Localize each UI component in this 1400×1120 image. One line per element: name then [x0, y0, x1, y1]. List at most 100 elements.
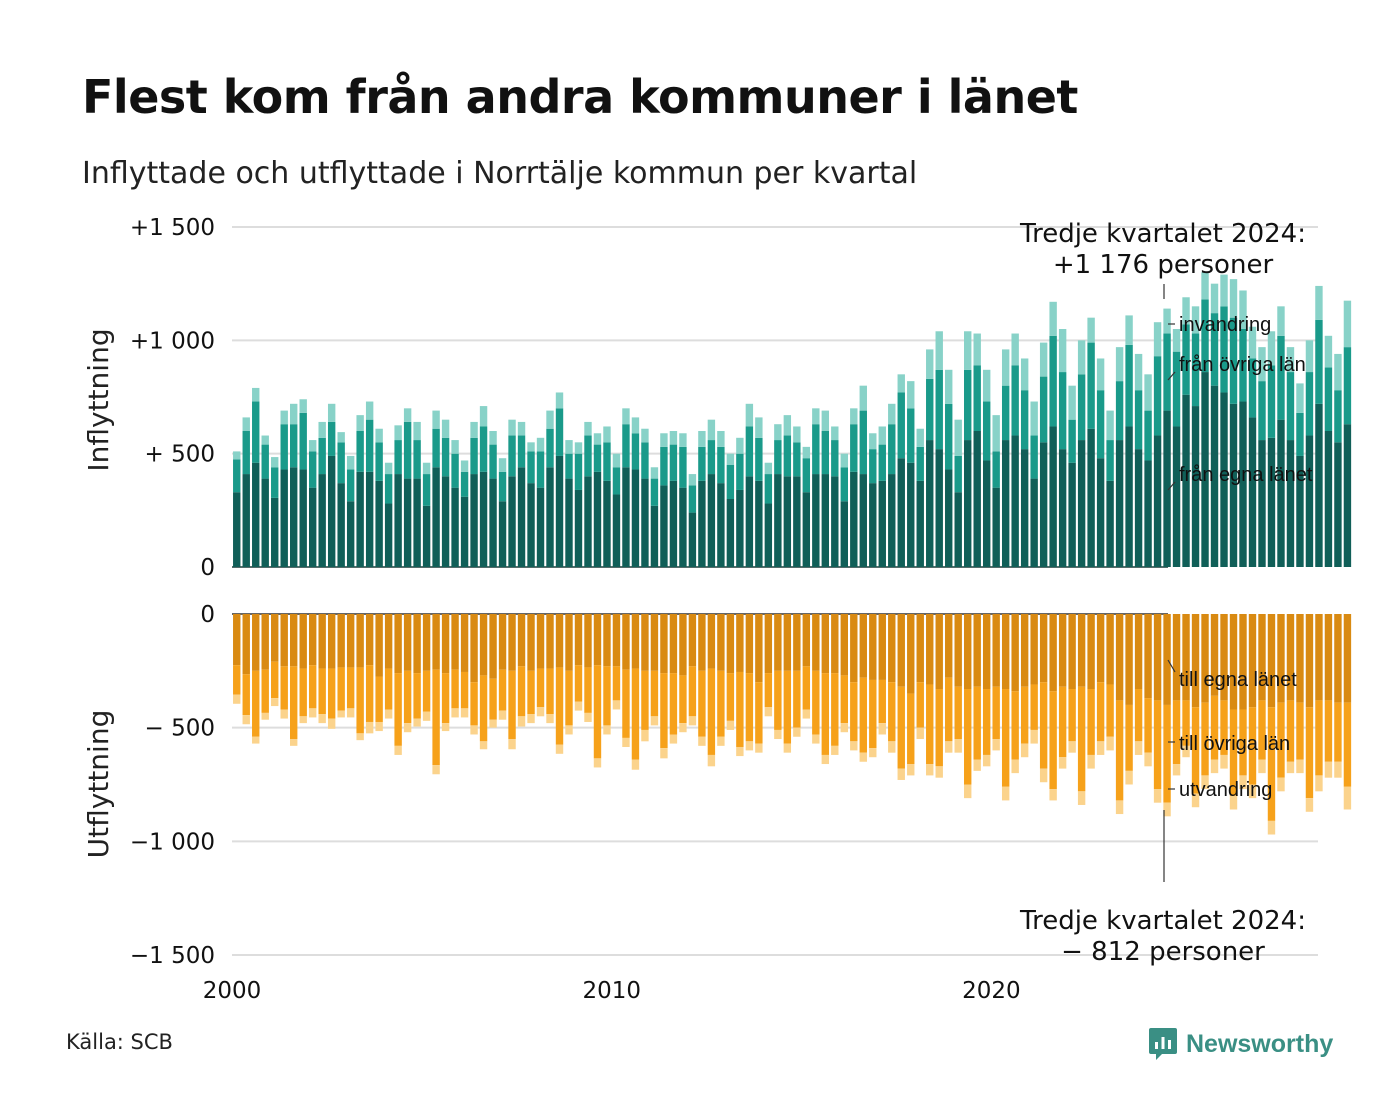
inflow-bar-seg2 [384, 474, 393, 504]
outflow-bar-seg2 [1030, 684, 1038, 730]
outflow-bar-seg1 [603, 614, 611, 667]
inflow-bar-seg2 [460, 471, 469, 497]
top-annotation-line-2: +1 176 personer [1053, 250, 1274, 280]
inflow-bar-seg3 [774, 424, 782, 441]
inflow-bar-seg2 [1229, 317, 1238, 404]
inflow-bar-seg2 [1144, 410, 1152, 461]
outflow-bar-seg2 [384, 668, 393, 710]
outflow-bar-seg2 [850, 682, 858, 742]
inflow-bar-seg1 [840, 501, 848, 567]
inflow-bar-seg1 [384, 503, 393, 567]
inflow-bar-seg3 [973, 333, 981, 366]
outflow-bar-seg1 [1248, 614, 1257, 708]
inflow-bar-seg3 [375, 428, 383, 443]
inflow-bar-seg2 [593, 444, 602, 472]
outflow-bar-seg3 [964, 784, 972, 799]
outflow-bar-seg1 [821, 614, 830, 674]
outflow-bar-seg1 [337, 614, 345, 668]
inflow-bar-seg1 [1239, 401, 1247, 567]
inflow-bar-seg2 [574, 453, 583, 490]
outflow-bar-seg1 [812, 614, 820, 671]
outflow-bar-seg1 [252, 614, 260, 671]
outflow-bar-seg3 [1163, 802, 1171, 817]
outflow-bar-seg1 [1077, 614, 1086, 687]
inflow-bar-seg1 [1077, 440, 1086, 567]
outflow-bar-seg1 [669, 614, 678, 674]
outflow-bar-seg2 [546, 668, 554, 715]
inflow-bar-seg3 [1039, 342, 1048, 377]
outflow-bar-seg1 [403, 614, 412, 671]
inflow-bar-seg2 [1039, 376, 1048, 443]
outflow-bar-seg2 [660, 673, 668, 749]
inflow-bar-seg1 [622, 467, 630, 567]
outflow-bar-seg2 [1334, 702, 1342, 762]
inflow-bar-seg1 [926, 440, 934, 567]
outflow-bar-seg1 [1144, 614, 1152, 699]
inflow-bar-seg2 [774, 440, 782, 475]
inflow-bar-seg2 [1058, 372, 1067, 450]
outflow-bar-seg1 [356, 614, 364, 668]
outflow-bar-seg2 [1172, 700, 1181, 765]
outflow-bar-seg1 [679, 614, 687, 676]
outflow-bar-seg2 [1049, 691, 1057, 790]
outflow-bar-seg2 [555, 667, 564, 745]
outflow-bar-seg3 [271, 698, 279, 707]
inflow-bar-seg3 [1267, 331, 1276, 366]
inflow-bar-seg3 [1134, 353, 1143, 391]
outflow-bar-seg3 [1296, 759, 1304, 774]
inflow-bar-seg3 [574, 442, 583, 454]
inflow-bar-seg1 [1277, 419, 1285, 567]
outflow-bar-seg3 [1030, 729, 1038, 744]
inflow-bar-seg2 [1220, 306, 1228, 393]
outflow-bar-seg1 [375, 614, 383, 677]
outflow-bar-seg1 [1267, 614, 1276, 708]
outflow-bar-seg1 [517, 614, 526, 667]
inflow-bar-seg3 [631, 417, 640, 434]
inflow-bar-seg2 [489, 444, 497, 479]
outflow-bar-seg2 [926, 684, 934, 765]
outflow-bar-seg2 [403, 670, 412, 724]
outflow-bar-seg2 [460, 671, 469, 709]
outflow-bar-seg2 [622, 669, 630, 738]
inflow-bar-seg3 [1229, 279, 1238, 318]
inflow-bar-seg1 [726, 499, 735, 567]
inflow-bar-seg1 [1163, 410, 1171, 567]
bottom-annotation: Tredje kvartalet 2024: − 812 personer [1019, 810, 1306, 967]
outflow-bar-seg1 [707, 614, 716, 669]
outflow-bar-seg1 [1011, 614, 1019, 692]
outflow-bar-seg2 [1039, 682, 1048, 769]
outflow-bar-seg1 [1163, 614, 1171, 705]
inflow-bar-seg2 [1324, 367, 1333, 431]
top-y-tick-label: 0 [200, 555, 215, 581]
outflow-bar-seg1 [926, 614, 934, 685]
inflow-bar-seg3 [1115, 347, 1124, 382]
outflow-bar-seg1 [717, 614, 725, 671]
inflow-bar-seg1 [1144, 460, 1152, 567]
outflow-bar-seg3 [1343, 786, 1352, 810]
outflow-bar-seg1 [973, 614, 981, 687]
bottom-y-tick-label: − 500 [145, 716, 215, 742]
outflow-bar-seg3 [1011, 759, 1019, 774]
inflow-bar-seg1 [982, 460, 991, 567]
inflow-bar-seg1 [1030, 478, 1038, 567]
inflow-bar-seg1 [1191, 406, 1200, 567]
inflow-bar-seg2 [622, 424, 630, 468]
inflow-bar-seg3 [736, 437, 744, 454]
outflow-bar-seg1 [726, 614, 735, 674]
inflow-bar-seg3 [299, 399, 307, 413]
outflow-bar-seg1 [916, 614, 924, 683]
inflow-bar-seg2 [327, 421, 336, 456]
outflow-bar-seg2 [280, 666, 288, 710]
outflow-bar-seg1 [1258, 614, 1266, 701]
inflow-bar-seg3 [1305, 340, 1314, 373]
outflow-bar-seg3 [812, 734, 820, 744]
outflow-bar-seg3 [1229, 795, 1238, 810]
outflow-bar-seg1 [1343, 614, 1352, 703]
bottom-y-axis-label: Utflyttning [82, 710, 115, 859]
outflow-bar-seg1 [1115, 614, 1124, 701]
inflow-bar-seg2 [878, 444, 886, 481]
outflow-bar-seg2 [574, 665, 583, 702]
outflow-bar-seg2 [498, 669, 507, 711]
inflow-bar-seg3 [764, 462, 773, 475]
outflow-bar-seg2 [356, 667, 364, 734]
